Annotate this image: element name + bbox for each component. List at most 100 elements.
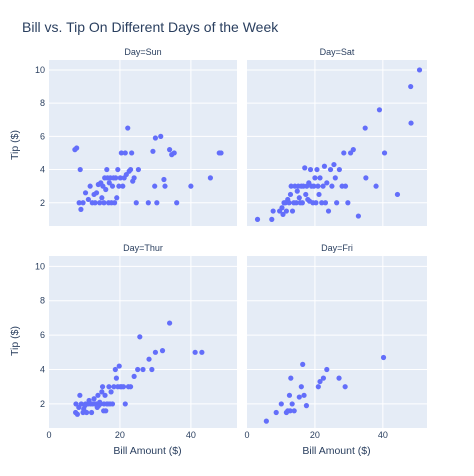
data-point bbox=[135, 366, 141, 373]
data-point bbox=[99, 384, 106, 390]
data-point bbox=[152, 135, 159, 141]
data-point bbox=[167, 320, 173, 326]
data-point bbox=[322, 200, 329, 206]
data-point bbox=[129, 150, 135, 156]
data-point bbox=[408, 120, 414, 126]
data-point bbox=[288, 183, 294, 189]
data-point bbox=[120, 183, 126, 189]
y-axis-title-top: Tip ($) bbox=[9, 130, 21, 160]
data-point bbox=[87, 183, 93, 189]
data-point bbox=[280, 211, 286, 217]
data-point bbox=[113, 375, 119, 381]
data-point bbox=[355, 213, 361, 219]
data-point bbox=[115, 166, 121, 173]
y-tick-label: 10 bbox=[35, 65, 45, 75]
data-point bbox=[114, 195, 120, 201]
data-point bbox=[74, 145, 80, 151]
data-point bbox=[158, 133, 164, 139]
data-point bbox=[91, 396, 97, 402]
y-tick-label: 4 bbox=[40, 365, 45, 375]
data-point bbox=[287, 408, 293, 414]
data-point bbox=[73, 401, 79, 407]
data-point bbox=[112, 200, 118, 206]
data-point bbox=[381, 150, 388, 156]
data-point bbox=[152, 183, 158, 189]
y-tick-label: 2 bbox=[40, 198, 45, 208]
data-point bbox=[314, 166, 320, 173]
data-point bbox=[131, 175, 137, 181]
data-point bbox=[350, 147, 356, 153]
data-point bbox=[92, 200, 98, 206]
data-point bbox=[154, 200, 160, 206]
facet-4: Day=Fri 0 20 40 bbox=[244, 243, 427, 440]
data-point bbox=[325, 208, 332, 214]
data-point bbox=[263, 418, 269, 424]
data-point bbox=[199, 349, 205, 355]
data-point bbox=[311, 183, 317, 189]
data-point bbox=[294, 188, 300, 194]
plot-background bbox=[247, 256, 427, 428]
data-point bbox=[88, 409, 95, 416]
data-point bbox=[376, 107, 383, 113]
data-point bbox=[145, 200, 151, 206]
data-point bbox=[296, 195, 302, 201]
data-point bbox=[99, 389, 105, 395]
data-point bbox=[293, 200, 299, 206]
data-point bbox=[288, 375, 294, 381]
facet-2: Day=Sat bbox=[247, 47, 427, 226]
data-point bbox=[109, 401, 116, 407]
data-point bbox=[135, 166, 141, 173]
data-point bbox=[300, 361, 306, 367]
data-point bbox=[303, 403, 310, 409]
data-point bbox=[76, 200, 82, 206]
data-point bbox=[273, 409, 279, 416]
data-point bbox=[95, 392, 101, 398]
data-point bbox=[380, 354, 387, 361]
y-tick-label: 4 bbox=[40, 165, 45, 175]
data-point bbox=[287, 191, 294, 198]
data-point bbox=[341, 150, 347, 156]
data-point bbox=[80, 200, 86, 206]
data-point bbox=[85, 196, 91, 203]
data-point bbox=[331, 161, 337, 168]
data-point bbox=[336, 375, 342, 381]
data-point bbox=[286, 200, 292, 206]
data-point bbox=[299, 200, 305, 206]
y-tick-label: 8 bbox=[40, 98, 45, 108]
facet-title: Day=Sat bbox=[320, 47, 355, 57]
data-point bbox=[363, 175, 369, 181]
data-point bbox=[329, 183, 335, 189]
data-point bbox=[362, 125, 368, 131]
data-point bbox=[150, 148, 156, 154]
chart-title: Bill vs. Tip On Different Days of the We… bbox=[22, 19, 279, 35]
data-point bbox=[78, 206, 84, 212]
data-point bbox=[302, 165, 308, 171]
data-point bbox=[94, 404, 100, 410]
data-point bbox=[133, 200, 139, 206]
data-point bbox=[218, 150, 224, 156]
x-tick-label: 40 bbox=[186, 430, 196, 440]
data-point bbox=[77, 166, 83, 173]
data-point bbox=[125, 125, 131, 131]
x-tick-label: 0 bbox=[244, 430, 249, 440]
data-point bbox=[99, 195, 105, 201]
data-point bbox=[84, 409, 90, 416]
x-axis-title-left: Bill Amount ($) bbox=[113, 445, 181, 457]
data-point bbox=[116, 363, 122, 369]
data-point bbox=[152, 349, 159, 355]
x-tick-label: 0 bbox=[46, 430, 51, 440]
data-point bbox=[118, 150, 124, 156]
data-point bbox=[77, 392, 83, 398]
data-point bbox=[342, 384, 348, 390]
data-point bbox=[97, 200, 103, 206]
data-point bbox=[278, 401, 284, 407]
data-point bbox=[93, 190, 100, 196]
data-point bbox=[416, 67, 423, 73]
y-tick-label: 10 bbox=[35, 261, 45, 271]
x-tick-label: 20 bbox=[115, 430, 125, 440]
data-point bbox=[317, 175, 323, 181]
data-point bbox=[283, 208, 289, 214]
data-point bbox=[373, 183, 379, 189]
data-point bbox=[149, 366, 155, 373]
